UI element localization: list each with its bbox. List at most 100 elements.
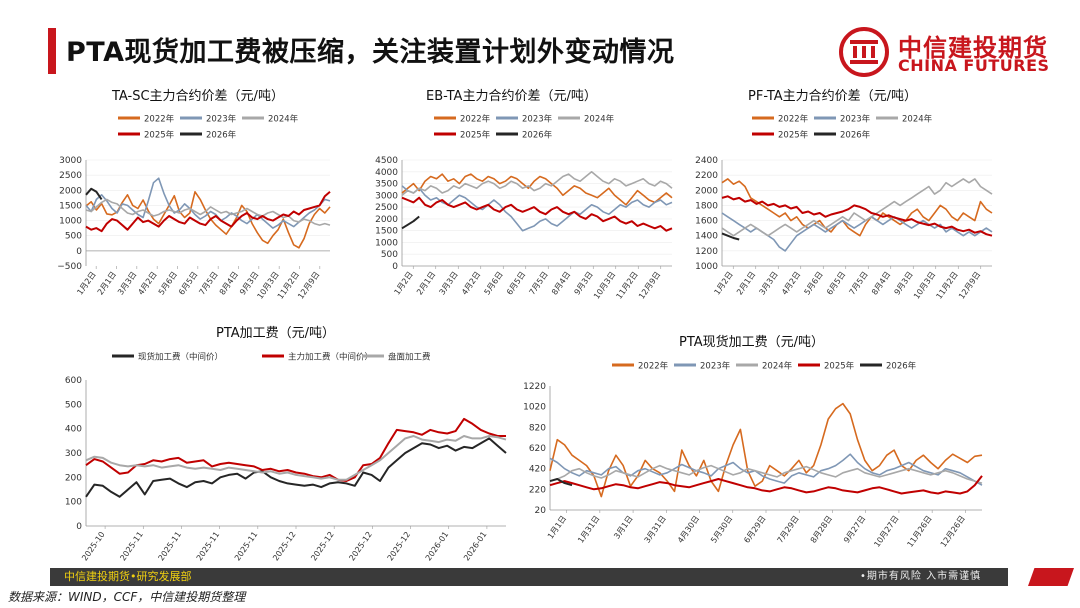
x-tick-label: 3月3日	[437, 270, 459, 297]
series-line-2022年	[549, 402, 983, 498]
y-tick-label: 1200	[695, 247, 718, 257]
y-tick-label: 0	[392, 262, 398, 272]
x-tick-label: 2025-10	[80, 530, 107, 563]
x-tick-label: 10月27日	[872, 514, 900, 549]
x-tick-label: 1月2日	[75, 270, 97, 297]
y-tick-label: −500	[57, 262, 82, 272]
x-tick-label: 9月3日	[892, 270, 914, 297]
x-tick-label: 10月3日	[592, 270, 617, 301]
x-tick-label: 4月30日	[676, 514, 701, 545]
x-tick-label: 9月27日	[842, 514, 867, 545]
x-tick-label: 3月3日	[757, 270, 779, 297]
y-tick-label: 1000	[59, 217, 82, 227]
x-tick-label: 7月29日	[776, 514, 801, 545]
legend-label: 2022年	[638, 361, 669, 372]
x-tick-label: 2月1日	[96, 270, 118, 297]
x-tick-label: 8月4日	[870, 270, 892, 297]
y-tick-label: 200	[65, 473, 82, 483]
y-tick-label: 1000	[695, 262, 718, 272]
x-tick-label: 7月5日	[847, 270, 869, 297]
legend-label: 2024年	[902, 114, 933, 125]
x-tick-label: 8月28日	[809, 514, 834, 545]
x-tick-label: 2026-01	[462, 530, 489, 563]
x-tick-label: 12月26日	[939, 514, 967, 549]
y-tick-label: 1500	[375, 227, 398, 237]
y-tick-label: 3000	[375, 191, 398, 201]
chart-title-ta-sc: TA-SC主力合约价差（元/吨）	[112, 89, 284, 104]
x-tick-label: 2025-11	[157, 530, 184, 563]
y-tick-label: 4500	[375, 156, 398, 166]
y-tick-label: 820	[529, 423, 546, 433]
legend-label: 2024年	[762, 361, 793, 372]
x-tick-label: 9月3日	[572, 270, 594, 297]
legend-label: 2024年	[268, 114, 299, 125]
legend-label: 2024年	[584, 114, 615, 125]
chart-title-pta-proc: PTA加工费（元/吨）	[216, 326, 336, 341]
y-tick-label: 500	[65, 400, 82, 410]
series-line-主力加工费（中间价）	[85, 417, 506, 482]
y-tick-label: 0	[76, 522, 82, 532]
x-tick-label: 1月1日	[546, 514, 568, 541]
series-line-2026年	[721, 232, 740, 241]
y-tick-label: 20	[535, 506, 547, 516]
series-line-2025年	[85, 191, 331, 233]
series-line-2024年	[549, 464, 983, 484]
legend-label: 2026年	[522, 130, 553, 141]
x-tick-label: 6月5日	[505, 270, 527, 297]
y-tick-label: 4000	[375, 168, 398, 178]
y-tick-label: 2000	[375, 215, 398, 225]
citic-logo-icon	[839, 27, 889, 77]
chart-eb-ta: 2022年 2023年 2024年 2025年 2026年 4500 4000 3500300…	[375, 114, 673, 301]
legend-label: 2022年	[778, 114, 809, 125]
chart-title-pta-spot: PTA现货加工费（元/吨）	[679, 335, 825, 350]
footer-risk-warning: •期市有风险 入市需谨慎	[860, 571, 982, 582]
y-tick-label: 500	[381, 250, 398, 260]
legend-label: 盘面加工费	[388, 352, 431, 363]
x-tick-label: 1月2日	[392, 270, 414, 297]
y-tick-label: 2000	[695, 186, 718, 196]
y-tick-label: 3500	[375, 180, 398, 190]
x-tick-label: 4月2日	[136, 270, 158, 297]
y-tick-label: 100	[65, 498, 82, 508]
y-tick-label: 1020	[523, 403, 546, 413]
legend-label: 主力加工费（中间价）	[288, 352, 373, 363]
y-tick-label: 600	[65, 376, 82, 386]
legend-label: 2026年	[206, 130, 237, 141]
x-tick-label: 6月5日	[177, 270, 199, 297]
x-tick-label: 10月3日	[912, 270, 937, 301]
series-line-2025年	[549, 475, 983, 495]
x-tick-label: 2025-11	[118, 530, 145, 563]
series-line-2023年	[85, 177, 331, 229]
x-tick-label: 8月4日	[550, 270, 572, 297]
legend-label: 2025年	[144, 130, 175, 141]
y-tick-label: 2500	[59, 171, 82, 181]
legend-label: 2022年	[144, 114, 175, 125]
series-line-2022年	[401, 173, 673, 206]
chart-title-eb-ta: EB-TA主力合约价差（元/吨）	[426, 89, 597, 104]
chart-pta-proc: 现货加工费（中间价） 主力加工费（中间价） 盘面加工费 600 500 400 300 200…	[65, 352, 507, 563]
logo-text-en: CHINA FUTURES	[898, 56, 1050, 75]
page-title: PTA现货加工费被压缩，关注装置计划外变动情况	[66, 37, 675, 68]
x-tick-label: 11月2日	[615, 270, 640, 301]
chart-ta-sc: 2022年 2023年 2024年 2025年 2026年 3000 2500 2000 150…	[57, 114, 331, 301]
x-tick-label: 2025-12	[309, 530, 336, 563]
x-tick-label: 6月29日	[742, 514, 767, 545]
x-tick-label: 2025-12	[347, 530, 374, 563]
legend-label: 2026年	[886, 361, 917, 372]
chart-pta-spot: 2022年 2023年 2024年 2025年 2026年 1220 1020 820 620 4…	[523, 361, 983, 549]
series-line-现货加工费（中间价）	[85, 437, 507, 498]
legend-label: 2023年	[840, 114, 871, 125]
x-tick-label: 2025-11	[233, 530, 260, 563]
y-tick-label: 1600	[695, 217, 718, 227]
y-tick-label: 3000	[59, 156, 82, 166]
x-tick-label: 5月6日	[482, 270, 504, 297]
x-tick-label: 1月31日	[576, 514, 601, 545]
x-tick-label: 7月5日	[527, 270, 549, 297]
y-tick-label: 2500	[375, 203, 398, 213]
footer-bar	[50, 568, 1008, 586]
y-tick-label: 1000	[375, 238, 398, 248]
legend-label: 2023年	[522, 114, 553, 125]
series-line-2026年	[401, 215, 420, 230]
y-tick-label: 420	[529, 465, 546, 475]
x-tick-label: 12月9日	[637, 270, 662, 301]
